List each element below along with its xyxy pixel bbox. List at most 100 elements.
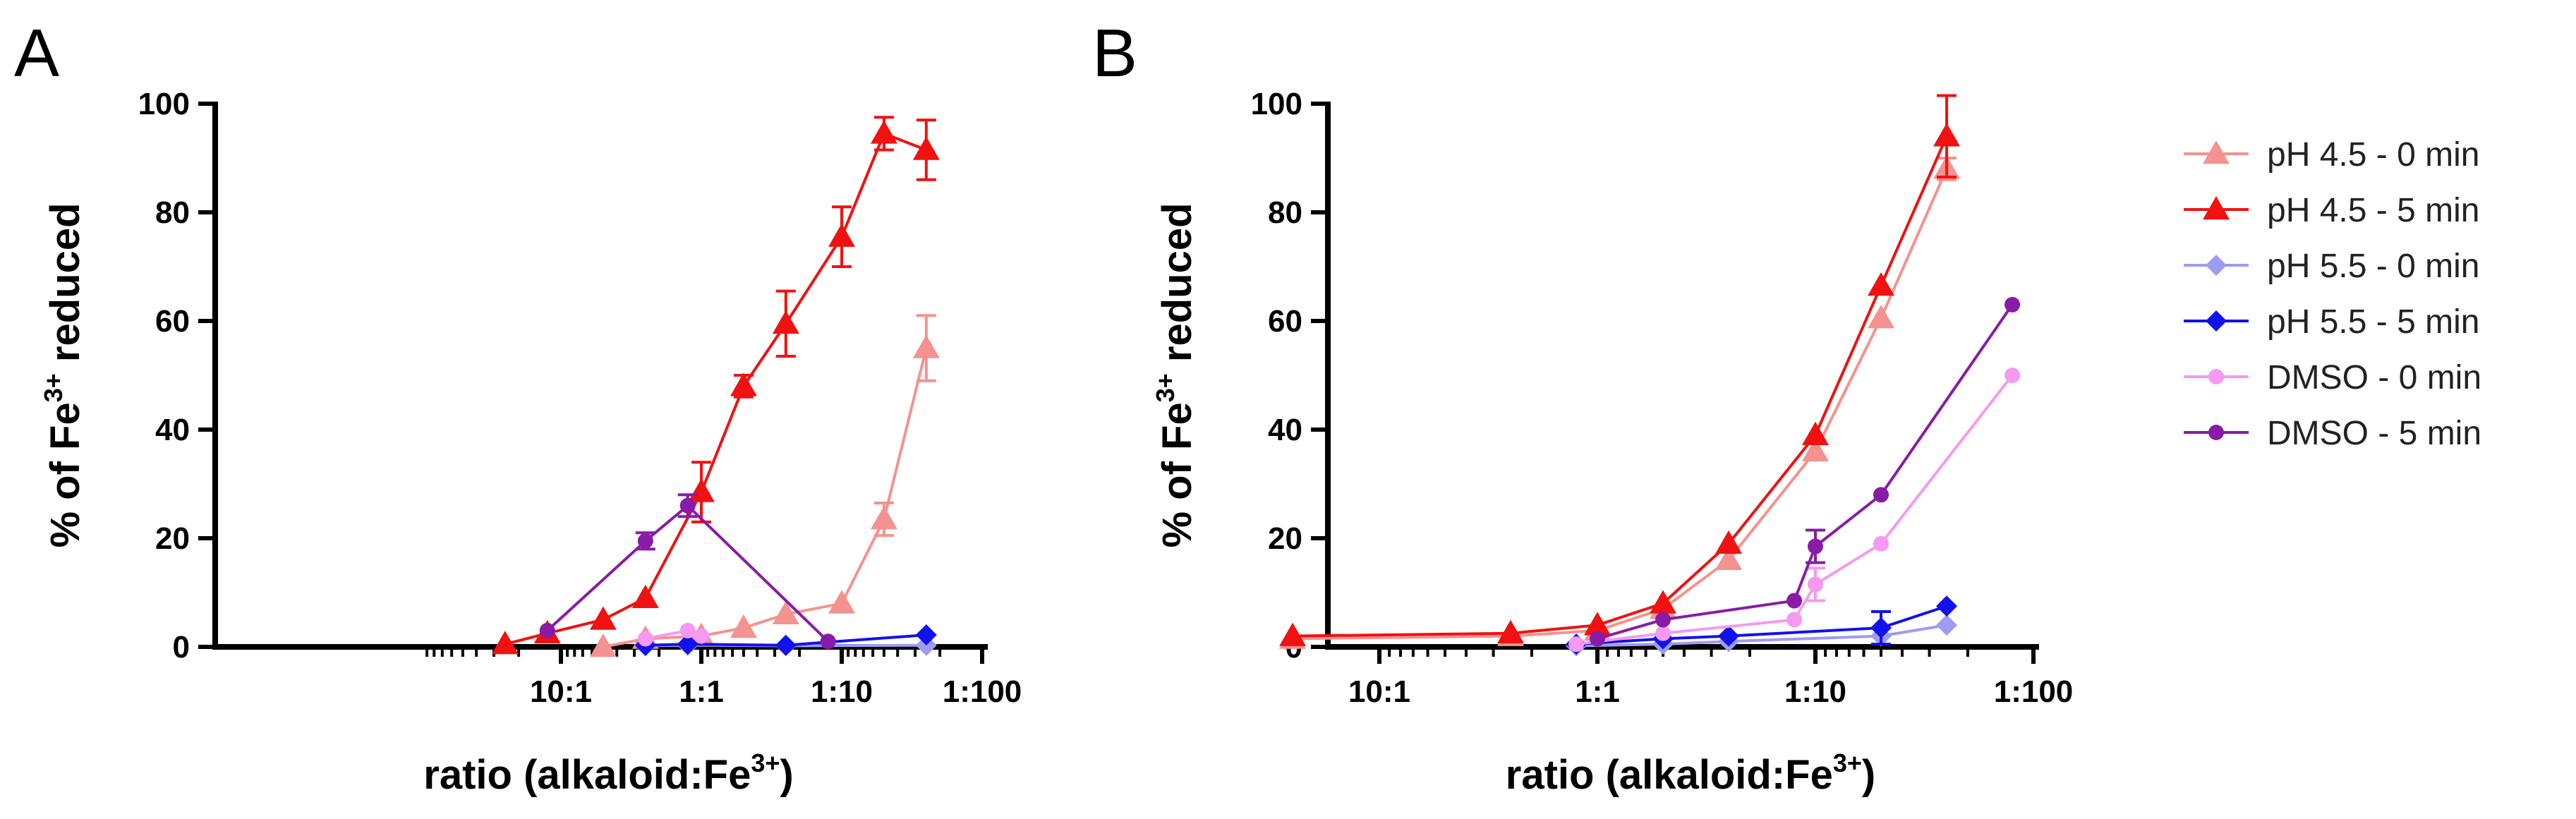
data-point: [679, 622, 696, 638]
data-point: [820, 633, 836, 650]
series-dmso-0-min: [637, 622, 709, 647]
series-line: [645, 633, 926, 647]
legend-label: DMSO - 5 min: [2267, 415, 2481, 452]
data-point: [1936, 595, 1958, 617]
y-tick-label: 0: [173, 630, 190, 665]
data-point: [1715, 546, 1743, 571]
y-tick-label: 100: [138, 87, 190, 121]
data-point: [679, 497, 696, 514]
data-point: [1786, 612, 1803, 628]
y-axis-title: % of Fe3+ reduced: [39, 202, 88, 547]
data-point: [915, 624, 937, 646]
series-ph-4-5-5-min: [491, 116, 940, 655]
data-point: [688, 478, 715, 502]
legend-marker: [2206, 310, 2227, 332]
data-point: [1808, 538, 1823, 554]
x-tick-label: 10:1: [530, 674, 592, 709]
x-tick-label: 1:100: [1994, 674, 2074, 709]
y-tick-label: 20: [1268, 521, 1302, 556]
panel-B: B02040608010010:11:11:101:100% of Fe3+ r…: [1092, 16, 2073, 798]
legend: pH 4.5 - 0 min pH 4.5 - 5 min pH 5.5 - 0 m…: [2184, 136, 2481, 452]
panel-letter: B: [1092, 16, 1137, 91]
data-point: [1933, 123, 1961, 147]
data-point: [912, 334, 940, 358]
series-line: [546, 504, 830, 643]
y-tick-label: 80: [155, 195, 190, 230]
data-point: [1584, 612, 1611, 636]
y-tick-label: 100: [1251, 87, 1302, 121]
series-dmso-5-min: [539, 493, 836, 650]
data-point: [1279, 622, 1307, 646]
data-point: [637, 631, 653, 647]
y-tick-label: 60: [155, 304, 190, 339]
x-tick-label: 1:1: [1575, 674, 1620, 709]
data-point: [631, 584, 659, 608]
data-point: [1868, 305, 1895, 329]
y-tick-label: 40: [1268, 413, 1302, 447]
x-axis-title: ratio (alkaloid:Fe3+): [1506, 748, 1875, 798]
data-point: [1568, 636, 1585, 653]
data-point: [772, 600, 799, 625]
data-point: [1655, 612, 1671, 628]
series-dmso-5-min: [1590, 296, 2021, 647]
data-point: [870, 506, 897, 530]
legend-item: pH 4.5 - 5 min: [2184, 192, 2479, 229]
y-tick-label: 20: [155, 521, 190, 556]
legend-label: pH 5.5 - 5 min: [2267, 303, 2479, 341]
x-tick-label: 1:10: [1784, 674, 1846, 709]
data-point: [1936, 614, 1958, 636]
data-point: [1590, 631, 1605, 647]
data-point: [1868, 272, 1895, 296]
series-ph-4-5-0-min: [1279, 155, 1961, 649]
legend-marker: [2208, 369, 2224, 384]
series-ph-4-5-5-min: [1279, 94, 1961, 646]
legend-marker: [2208, 425, 2224, 440]
legend-label: pH 4.5 - 0 min: [2267, 136, 2479, 174]
series-dmso-0-min: [1568, 368, 2021, 653]
data-point: [539, 622, 555, 638]
y-tick-label: 60: [1268, 304, 1302, 339]
data-point: [1808, 576, 1823, 593]
data-point: [2004, 368, 2021, 383]
legend-item: DMSO - 0 min: [2184, 359, 2481, 396]
series-line: [1597, 303, 2014, 641]
series-line: [1576, 374, 2014, 646]
series-line: [1293, 168, 1948, 641]
x-tick-label: 1:10: [811, 674, 873, 709]
data-point: [637, 533, 653, 549]
data-point: [1715, 530, 1743, 554]
data-point: [1802, 437, 1829, 462]
data-point: [694, 628, 709, 644]
data-point: [775, 634, 797, 656]
data-point: [912, 136, 940, 160]
panel-letter: A: [14, 16, 59, 91]
data-point: [1650, 590, 1677, 614]
y-axis-title: % of Fe3+ reduced: [1151, 202, 1200, 547]
data-point: [589, 633, 617, 657]
data-point: [1870, 617, 1892, 639]
legend-item: DMSO - 5 min: [2184, 415, 2481, 452]
data-point: [1786, 593, 1803, 609]
data-point: [1497, 619, 1525, 643]
data-point: [1655, 625, 1671, 641]
legend-label: pH 4.5 - 5 min: [2267, 192, 2479, 229]
y-tick-label: 40: [155, 413, 190, 447]
legend-label: DMSO - 0 min: [2267, 359, 2481, 396]
data-point: [589, 606, 617, 630]
panel-A: A 0 20 40 60 80 100 10:1 1:1 1:10 1:100 % of Fe3+ r…: [14, 16, 1022, 798]
x-tick-label: 1:100: [943, 674, 1022, 709]
legend-item: pH 5.5 - 0 min: [2184, 248, 2479, 285]
legend-marker: [2206, 255, 2227, 276]
legend-item: pH 4.5 - 0 min: [2184, 136, 2479, 174]
y-tick-label: 80: [1268, 195, 1302, 230]
data-point: [1718, 625, 1740, 647]
data-point: [2004, 296, 2021, 313]
legend-marker: [2203, 196, 2230, 220]
x-tick-label: 10:1: [1348, 674, 1410, 709]
legend-item: pH 5.5 - 5 min: [2184, 303, 2479, 341]
data-point: [730, 614, 757, 638]
data-point: [730, 372, 757, 396]
series-line: [504, 131, 927, 646]
data-point: [677, 633, 699, 655]
